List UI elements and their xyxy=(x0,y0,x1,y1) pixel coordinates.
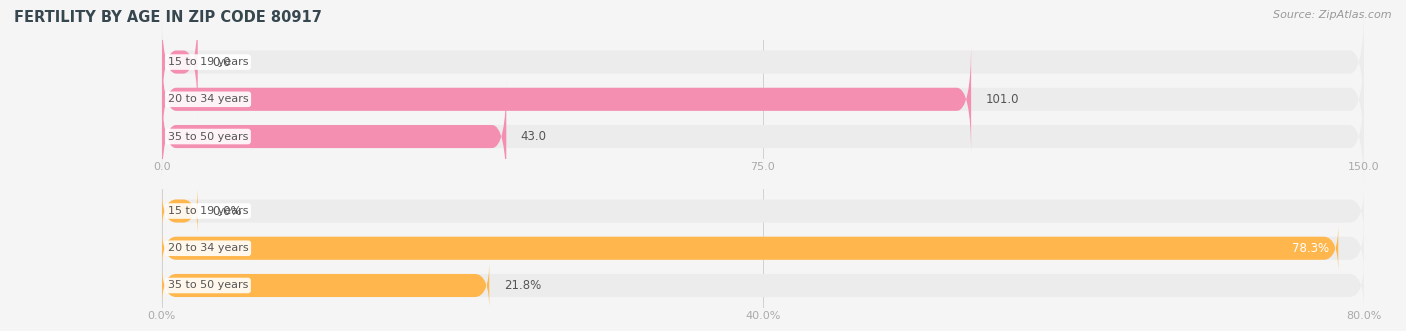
Text: 21.8%: 21.8% xyxy=(503,279,541,292)
FancyBboxPatch shape xyxy=(162,44,972,155)
FancyBboxPatch shape xyxy=(162,224,1339,272)
FancyBboxPatch shape xyxy=(162,7,198,118)
FancyBboxPatch shape xyxy=(162,261,489,310)
Text: 35 to 50 years: 35 to 50 years xyxy=(167,131,247,142)
Text: 15 to 19 years: 15 to 19 years xyxy=(167,57,249,67)
FancyBboxPatch shape xyxy=(162,187,198,235)
Text: 78.3%: 78.3% xyxy=(1292,242,1329,255)
Text: 15 to 19 years: 15 to 19 years xyxy=(167,206,249,216)
FancyBboxPatch shape xyxy=(162,7,1364,118)
FancyBboxPatch shape xyxy=(162,224,1364,272)
FancyBboxPatch shape xyxy=(162,187,1364,235)
Text: 35 to 50 years: 35 to 50 years xyxy=(167,280,247,291)
Text: 43.0: 43.0 xyxy=(520,130,547,143)
Text: FERTILITY BY AGE IN ZIP CODE 80917: FERTILITY BY AGE IN ZIP CODE 80917 xyxy=(14,10,322,25)
FancyBboxPatch shape xyxy=(162,81,506,192)
Text: 0.0%: 0.0% xyxy=(212,205,242,217)
Text: 20 to 34 years: 20 to 34 years xyxy=(167,243,249,253)
FancyBboxPatch shape xyxy=(162,44,1364,155)
Text: Source: ZipAtlas.com: Source: ZipAtlas.com xyxy=(1274,10,1392,20)
Text: 0.0: 0.0 xyxy=(212,56,231,69)
FancyBboxPatch shape xyxy=(162,81,1364,192)
Text: 20 to 34 years: 20 to 34 years xyxy=(167,94,249,104)
Text: 101.0: 101.0 xyxy=(986,93,1019,106)
FancyBboxPatch shape xyxy=(162,261,1364,310)
